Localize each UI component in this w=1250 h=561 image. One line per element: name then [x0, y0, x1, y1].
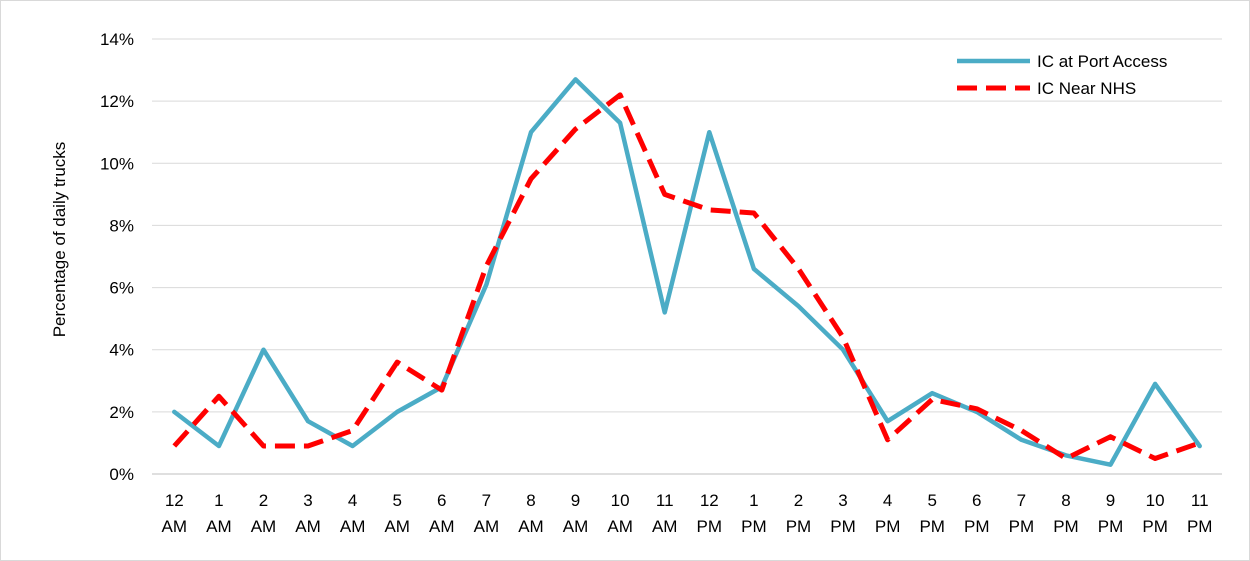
x-tick-label-hour: 12	[165, 491, 184, 510]
legend-label: IC Near NHS	[1037, 79, 1136, 98]
x-tick-label-hour: 9	[571, 491, 580, 510]
y-tick-label: 2%	[109, 403, 134, 422]
x-tick-label-period: PM	[1142, 517, 1168, 536]
x-tick-label-period: PM	[786, 517, 812, 536]
x-tick-label-hour: 10	[611, 491, 630, 510]
x-tick-label-hour: 1	[214, 491, 223, 510]
x-tick-label-period: AM	[652, 517, 678, 536]
x-tick-label-period: PM	[830, 517, 856, 536]
series-line-2	[172, 92, 1201, 461]
x-tick-label-hour: 6	[972, 491, 981, 510]
x-tick-label-hour: 2	[259, 491, 268, 510]
gridlines	[152, 38, 1222, 475]
x-tick-label-period: AM	[206, 517, 232, 536]
x-axis-tick-labels: 12AM1AM2AM3AM4AM5AM6AM7AM8AM9AM10AM11AM1…	[162, 491, 1213, 536]
x-tick-label-hour: 2	[794, 491, 803, 510]
x-tick-label-hour: 6	[437, 491, 446, 510]
x-tick-label-period: PM	[1009, 517, 1035, 536]
x-tick-label-period: AM	[429, 517, 455, 536]
x-tick-label-period: AM	[563, 517, 589, 536]
x-tick-label-hour: 8	[526, 491, 535, 510]
y-tick-label: 6%	[109, 279, 134, 298]
y-tick-label: 4%	[109, 341, 134, 360]
y-tick-label: 12%	[100, 92, 134, 111]
y-axis-label: Percentage of daily trucks	[50, 142, 69, 338]
series-line-1	[172, 77, 1202, 467]
x-tick-label-hour: 3	[303, 491, 312, 510]
legend: IC at Port Access IC Near NHS	[942, 40, 1222, 100]
x-tick-label-period: PM	[741, 517, 767, 536]
x-tick-label-period: PM	[875, 517, 901, 536]
x-tick-label-hour: 7	[1017, 491, 1026, 510]
y-tick-label: 10%	[100, 154, 134, 173]
y-tick-label: 0%	[109, 465, 134, 484]
legend-label: IC at Port Access	[1037, 52, 1167, 71]
x-tick-label-period: AM	[607, 517, 633, 536]
x-tick-label-period: PM	[1053, 517, 1079, 536]
x-tick-label-period: AM	[162, 517, 188, 536]
x-tick-label-period: AM	[474, 517, 500, 536]
x-tick-label-hour: 4	[883, 491, 892, 510]
x-tick-label-hour: 9	[1106, 491, 1115, 510]
x-tick-label-hour: 4	[348, 491, 357, 510]
x-tick-label-hour: 10	[1146, 491, 1165, 510]
x-tick-label-period: AM	[295, 517, 321, 536]
y-tick-label: 8%	[109, 216, 134, 235]
x-tick-label-hour: 7	[482, 491, 491, 510]
x-tick-label-period: PM	[697, 517, 723, 536]
x-tick-label-hour: 1	[749, 491, 758, 510]
x-tick-label-hour: 3	[838, 491, 847, 510]
x-tick-label-hour: 11	[1191, 491, 1209, 510]
x-tick-label-hour: 5	[392, 491, 401, 510]
y-axis-tick-labels: 0% 2% 4% 6% 8% 10% 12% 14%	[100, 30, 134, 484]
x-tick-label-hour: 8	[1061, 491, 1070, 510]
x-tick-label-period: PM	[964, 517, 990, 536]
x-tick-label-period: PM	[1187, 517, 1213, 536]
x-tick-label-period: AM	[518, 517, 544, 536]
x-tick-label-period: PM	[1098, 517, 1124, 536]
x-tick-label-period: AM	[340, 517, 366, 536]
x-tick-label-period: AM	[251, 517, 277, 536]
x-tick-label-hour: 11	[656, 491, 674, 510]
x-tick-label-hour: 12	[700, 491, 719, 510]
x-tick-label-period: AM	[384, 517, 410, 536]
y-tick-label: 14%	[100, 30, 134, 49]
x-tick-label-hour: 5	[927, 491, 936, 510]
series-lines	[172, 77, 1202, 467]
x-tick-label-period: PM	[919, 517, 945, 536]
